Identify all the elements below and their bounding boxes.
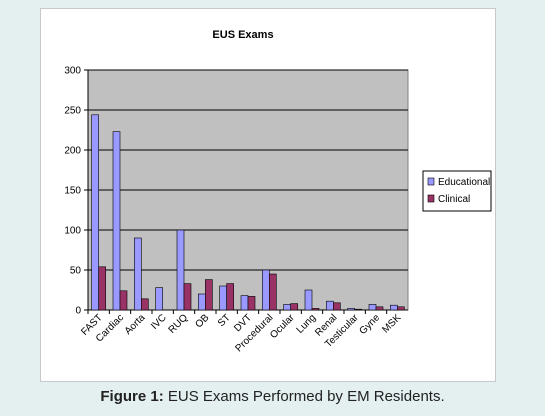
y-tick-label: 100 — [64, 226, 81, 237]
legend-label-clinical: Clinical — [438, 194, 470, 205]
bar-clinical-testicular — [354, 308, 362, 311]
bar-educational-st — [219, 285, 227, 311]
bar-clinical-lung — [311, 308, 320, 311]
x-tick-label: ST — [216, 312, 233, 329]
x-tick-label: MSK — [380, 312, 403, 335]
x-tick-label: RUQ — [167, 312, 191, 336]
legend-swatch-clinical — [427, 194, 435, 203]
x-tick-label: IVC — [149, 312, 169, 332]
y-tick-label: 200 — [64, 146, 81, 157]
bar-educational-ocular — [283, 304, 291, 311]
bar-clinical-procedural — [269, 273, 277, 311]
bar-educational-msk — [390, 304, 398, 311]
y-tick-label: 50 — [70, 266, 82, 277]
bar-clinical-aorta — [141, 298, 149, 311]
bar-educational-lung — [304, 289, 313, 311]
legend-swatch-educational — [427, 177, 435, 186]
caption-text: EUS Exams Performed by EM Residents. — [163, 388, 445, 405]
bar-clinical-st — [226, 283, 234, 311]
x-tick-label: Ocular — [268, 312, 297, 341]
bar-clinical-ruq — [183, 283, 192, 311]
x-tick-label: Gyne — [357, 312, 382, 337]
bar-chart: EUS Exams050100150200250300FASTCardiacAo… — [64, 29, 492, 354]
bar-educational-ruq — [176, 229, 185, 311]
bar-clinical-fast — [98, 266, 106, 311]
legend-label-educational: Educational — [438, 177, 490, 188]
y-tick-label: 300 — [64, 66, 81, 77]
bar-educational-testicular — [347, 308, 355, 311]
y-tick-label: 150 — [64, 186, 81, 197]
bar-educational-aorta — [134, 237, 142, 311]
bar-clinical-msk — [397, 306, 405, 311]
bar-clinical-cardiac — [119, 290, 128, 311]
bar-educational-gyne — [368, 304, 377, 311]
bar-educational-ivc — [155, 287, 163, 311]
bar-clinical-ob — [205, 279, 213, 311]
caption-label: Figure 1: — [100, 388, 164, 405]
bar-educational-renal — [326, 300, 334, 311]
chart-title: EUS Exams — [212, 29, 273, 41]
y-tick-label: 0 — [75, 306, 81, 317]
legend — [422, 170, 492, 212]
bar-educational-fast — [91, 114, 99, 311]
x-tick-label: Aorta — [123, 312, 148, 337]
bar-educational-ob — [198, 293, 206, 311]
bar-educational-dvt — [240, 295, 249, 311]
x-tick-label: OB — [193, 312, 211, 330]
bar-clinical-renal — [333, 302, 341, 311]
bar-educational-procedural — [262, 269, 270, 311]
bar-clinical-ocular — [290, 303, 298, 311]
bar-educational-cardiac — [112, 131, 121, 311]
chart-area: EUS Exams 0 50 100 150 200 250 300 FAST Cardiac Ao… — [40, 8, 496, 382]
y-tick-label: 250 — [64, 106, 81, 117]
bar-clinical-gyne — [375, 306, 384, 311]
figure-caption: Figure 1: EUS Exams Performed by EM Resi… — [0, 388, 545, 405]
bar-clinical-dvt — [247, 296, 256, 311]
